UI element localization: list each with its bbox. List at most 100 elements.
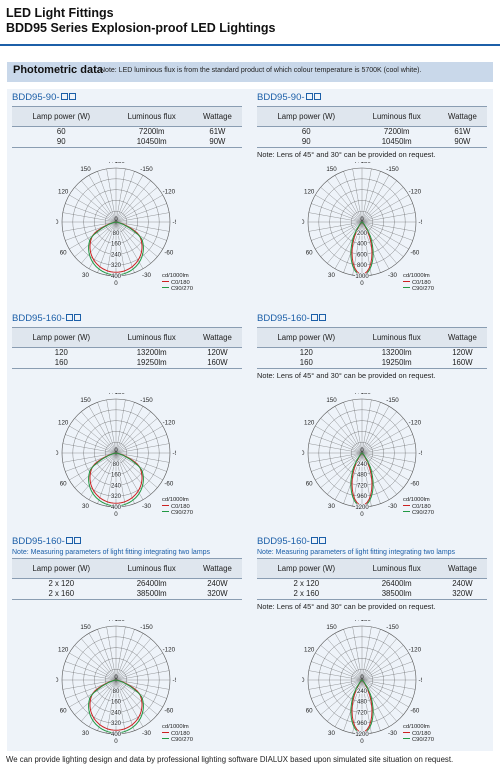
grid-spoke [361, 418, 404, 454]
grid-spoke [361, 203, 413, 223]
polar-light-distribution-chart: -/+180 -150 150 -120 120 -90 90 -60 60 -30 30 0 80 16… [56, 162, 176, 287]
cell-wattage: 90W [437, 137, 487, 148]
grid-spoke [308, 670, 363, 681]
spec-block: BDD95-160- Lamp power (W) Luminous flux Wat… [12, 313, 247, 369]
model-prefix: BDD95-90- [12, 92, 60, 103]
legend-item-c90: C90/270 [403, 510, 434, 517]
placeholder-box-icon [305, 93, 313, 100]
angle-label: 90 [302, 450, 305, 457]
grid-spoke [334, 633, 363, 681]
angle-label: 60 [60, 481, 67, 488]
radial-label: 960 [357, 721, 368, 727]
cell-wattage: 240W [207, 579, 228, 588]
grid-spoke [361, 168, 372, 223]
grid-spoke [115, 411, 151, 454]
angle-label: 90 [56, 450, 59, 457]
grid-spoke [361, 670, 416, 681]
spec-block: BDD95-90- Lamp power (W) Luminous flux Watt… [257, 92, 492, 159]
cell-power: 2 x 160 [257, 589, 356, 600]
grid-spoke [361, 171, 381, 223]
radial-label: 320 [111, 721, 122, 727]
grid-spoke [361, 638, 397, 681]
grid-spoke [361, 406, 390, 454]
lens-note: Note: Lens of 45° and 30° can be provide… [257, 371, 436, 380]
grid-spoke [88, 633, 117, 681]
grid-spoke [334, 406, 363, 454]
radial-label: 400 [111, 505, 122, 511]
cell-wattage: 61W [209, 127, 226, 136]
radial-label: 400 [357, 242, 368, 248]
column-header-wattage: Wattage [437, 327, 487, 348]
angle-label: -90 [419, 450, 422, 457]
grid-spoke [115, 402, 135, 454]
legend-item-c0: C0/180 [162, 280, 193, 287]
placeholder-box-icon [65, 537, 73, 544]
legend-item-c0: C0/180 [403, 504, 434, 511]
column-header-wattage: Wattage [192, 106, 242, 127]
grid-spoke [115, 221, 158, 257]
grid-spoke [106, 399, 117, 454]
spec-block: BDD95-160- Note: Measuring parameters of … [12, 536, 247, 600]
legend-unit: cd/1000lm [403, 497, 430, 503]
grid-spoke [361, 402, 381, 454]
grid-spoke [115, 212, 170, 223]
grid-spoke [352, 399, 363, 454]
spec-table: Lamp power (W) Luminous flux Wattage 120 132… [257, 327, 487, 369]
radial-label: 1200 [355, 505, 369, 511]
cell-flux: 10450lm [110, 137, 193, 148]
grid-spoke [361, 221, 409, 250]
cell-power: 160 [257, 358, 356, 369]
placeholder-box-icon [68, 93, 76, 100]
measuring-note: Note: Measuring parameters of light fitt… [257, 549, 456, 556]
angle-label: 30 [328, 503, 335, 510]
legend-item-c90: C90/270 [162, 737, 193, 744]
grid-spoke [62, 670, 117, 681]
grid-spoke [69, 194, 117, 223]
cell-flux: 13200lm [136, 348, 167, 357]
angle-label: 120 [304, 420, 315, 427]
grid-spoke [343, 402, 363, 454]
grid-spoke [320, 187, 363, 223]
photometric-title: Photometric data [13, 64, 103, 76]
angle-label: 0 [114, 738, 118, 745]
grid-spoke [115, 638, 151, 681]
grid-spoke [65, 203, 117, 223]
grid-spoke [115, 187, 158, 223]
cell-power: 90 [12, 137, 111, 148]
placeholder-box-icon [73, 537, 81, 544]
grid-spoke [361, 221, 404, 257]
radial-label: 400 [111, 732, 122, 738]
grid-spoke [115, 168, 126, 223]
c90-swatch [403, 287, 410, 288]
grid-spoke [311, 679, 363, 699]
grid-spoke [361, 399, 372, 454]
legend-item-c90: C90/270 [403, 286, 434, 293]
column-header-power: Lamp power (W) [257, 106, 356, 127]
c90-swatch [403, 511, 410, 512]
radial-label: 240 [357, 689, 368, 695]
angle-label: -60 [410, 250, 420, 257]
c0-swatch [162, 280, 169, 282]
grid-spoke [74, 221, 117, 257]
placeholder-box-icon [60, 93, 68, 100]
grid-spoke [361, 221, 416, 232]
grid-spoke [315, 425, 363, 454]
angle-label: 0 [360, 280, 364, 287]
grid-spoke [308, 452, 363, 463]
radial-label: 0 [360, 217, 364, 223]
grid-spoke [361, 221, 397, 264]
model-number: BDD95-90- [257, 92, 492, 104]
grid-spoke [311, 221, 363, 241]
grid-spoke [311, 434, 363, 454]
table-row: 120 13200lm 120W [257, 348, 487, 359]
spec-table: Lamp power (W) Luminous flux Wattage 120 132… [12, 327, 242, 369]
spec-block: BDD95-90- Lamp power (W) Luminous flux Watt… [12, 92, 247, 148]
grid-spoke [88, 679, 117, 727]
spec-block: BDD95-160- Note: Measuring parameters of … [257, 536, 492, 611]
angle-label: 120 [304, 189, 315, 196]
polar-light-distribution-chart: -/+180 -150 150 -120 120 -90 90 -60 60 -30 30 0 240 4… [302, 620, 422, 745]
grid-spoke [361, 633, 390, 681]
grid-spoke [115, 652, 163, 681]
grid-spoke [361, 661, 413, 681]
angle-label: -30 [142, 730, 152, 737]
